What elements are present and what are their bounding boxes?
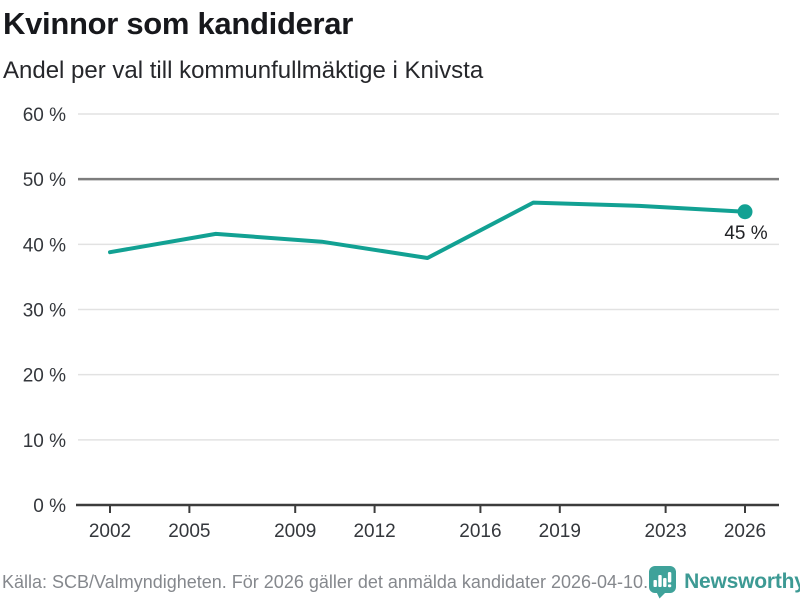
source-note: Källa: SCB/Valmyndigheten. För 2026 gäll… <box>2 571 649 592</box>
chart-footer: Källa: SCB/Valmyndigheten. För 2026 gäll… <box>0 564 800 600</box>
chart-subtitle: Andel per val till kommunfullmäktige i K… <box>3 57 484 84</box>
line-chart-canvas: 0 % 10 % 20 % 30 % 40 % 50 % 60 % 2002 2005 2009 2… <box>23 105 779 542</box>
x-tick-label: 2016 <box>459 521 501 542</box>
x-tick-label: 2012 <box>353 521 395 542</box>
x-tick-label: 2009 <box>274 521 316 542</box>
y-tick-label: 40 % <box>23 235 66 256</box>
y-tick-label: 10 % <box>23 431 66 452</box>
x-tick-label: 2023 <box>644 521 686 542</box>
y-tick-label: 30 % <box>23 301 66 322</box>
end-point-marker <box>737 204 753 220</box>
newsworthy-wordmark: Newsworthy <box>684 570 800 593</box>
y-tick-label: 50 % <box>23 170 66 191</box>
end-point-value-label: 45 % <box>724 223 767 244</box>
x-tick-label: 2002 <box>89 521 131 542</box>
data-line-andel-kvinnor <box>108 200 747 260</box>
y-tick-label: 0 % <box>33 496 66 517</box>
y-tick-label: 20 % <box>23 366 66 387</box>
x-tick-label: 2019 <box>539 521 581 542</box>
x-tick-label: 2005 <box>168 521 210 542</box>
x-tick-label: 2026 <box>724 521 766 542</box>
newsworthy-logo-icon <box>649 566 677 599</box>
chart-title: Kvinnor som kandiderar <box>3 6 353 41</box>
newsworthy-brand: Newsworthy <box>648 565 800 599</box>
y-tick-label: 60 % <box>23 105 66 126</box>
